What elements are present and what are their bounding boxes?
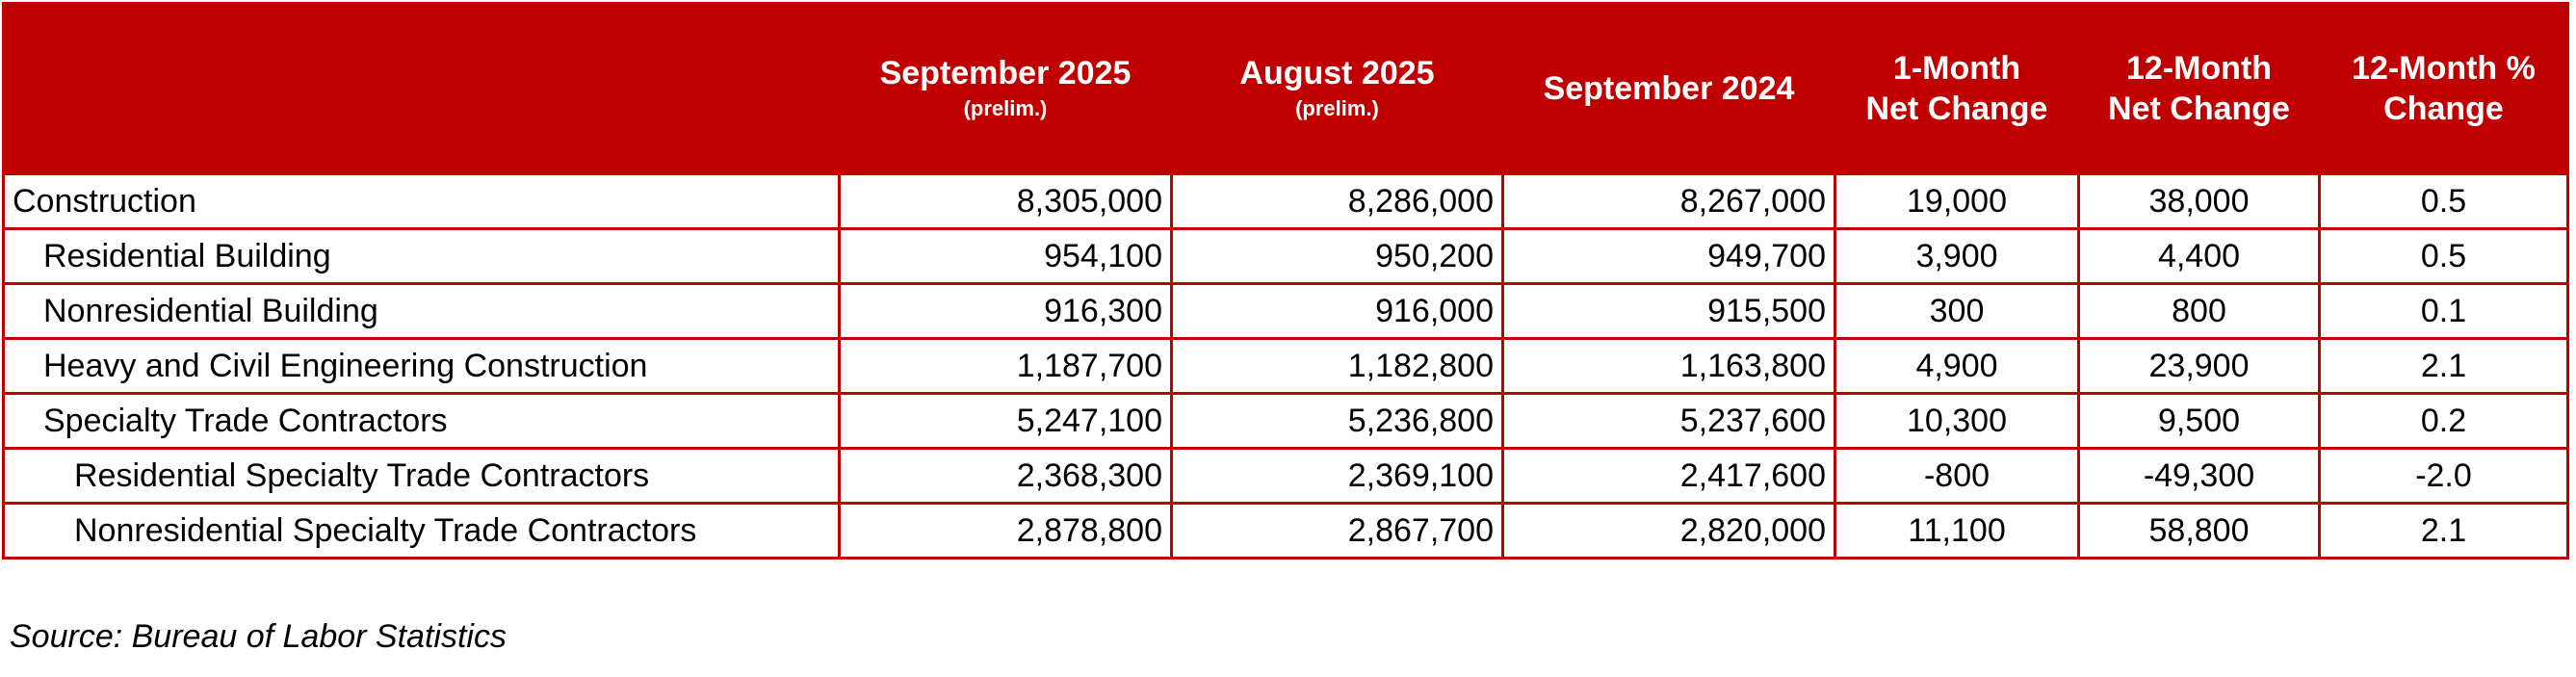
header-cell: 1-Month Net Change xyxy=(1834,2,2080,175)
cell: 0.1 xyxy=(2318,282,2569,340)
cell: 2.1 xyxy=(2318,337,2569,395)
cell: 800 xyxy=(2077,282,2321,340)
cell: 8,267,000 xyxy=(1501,172,1836,230)
row-label: Residential Building xyxy=(2,227,841,285)
table-row: Nonresidential Building 916,300 916,000 915… xyxy=(2,282,2569,340)
cell: 9,500 xyxy=(2077,392,2321,450)
cell: 19,000 xyxy=(1834,172,2080,230)
cell: -2.0 xyxy=(2318,447,2569,505)
cell: 2,417,600 xyxy=(1501,447,1836,505)
header-cell xyxy=(2,2,841,175)
cell: 915,500 xyxy=(1501,282,1836,340)
cell: 4,400 xyxy=(2077,227,2321,285)
row-label: Nonresidential Building xyxy=(2,282,841,340)
cell: 1,163,800 xyxy=(1501,337,1836,395)
header-line: Net Change xyxy=(2108,91,2290,127)
header-note: (prelim.) xyxy=(963,95,1048,120)
header-line: Net Change xyxy=(1865,91,2048,127)
header-line: 12-Month % xyxy=(2352,49,2536,87)
table-row: Construction 8,305,000 8,286,000 8,267,000 1… xyxy=(2,172,2569,230)
cell: 1,182,800 xyxy=(1170,337,1504,395)
source-note: Source: Bureau of Labor Statistics xyxy=(10,618,507,655)
cell: 954,100 xyxy=(838,227,1173,285)
header-line: September 2025 xyxy=(879,55,1132,92)
cell: 4,900 xyxy=(1834,337,2080,395)
cell: 916,300 xyxy=(838,282,1173,340)
cell: -800 xyxy=(1834,447,2080,505)
cell: 0.5 xyxy=(2318,227,2569,285)
table-row: Heavy and Civil Engineering Construction… xyxy=(2,337,2569,395)
cell: 5,237,600 xyxy=(1501,392,1836,450)
cell: 0.5 xyxy=(2318,172,2569,230)
row-label: Specialty Trade Contractors xyxy=(2,392,841,450)
header-note: (prelim.) xyxy=(1295,95,1379,120)
cell: 0.2 xyxy=(2318,392,2569,450)
cell: 23,900 xyxy=(2077,337,2321,395)
cell: -49,300 xyxy=(2077,447,2321,505)
cell: 2.1 xyxy=(2318,502,2569,560)
cell: 2,368,300 xyxy=(838,447,1173,505)
cell: 916,000 xyxy=(1170,282,1504,340)
header-line: September 2024 xyxy=(1543,69,1795,107)
header-line: Change xyxy=(2383,91,2504,127)
header-line: 1-Month xyxy=(1892,49,2021,87)
cell: 11,100 xyxy=(1834,502,2080,560)
header-cell: 12-Month Net Change xyxy=(2077,2,2321,175)
cell: 38,000 xyxy=(2077,172,2321,230)
table-row: Specialty Trade Contractors 5,247,100 5,23… xyxy=(2,392,2569,450)
cell: 2,867,700 xyxy=(1170,502,1504,560)
row-label: Construction xyxy=(2,172,841,230)
cell: 300 xyxy=(1834,282,2080,340)
row-label: Residential Specialty Trade Contractors xyxy=(2,447,841,505)
cell: 2,820,000 xyxy=(1501,502,1836,560)
header-cell: September 2025 (prelim.) xyxy=(838,2,1173,175)
cell: 3,900 xyxy=(1834,227,2080,285)
cell: 949,700 xyxy=(1501,227,1836,285)
row-label: Heavy and Civil Engineering Construction xyxy=(2,337,841,395)
table-body: Construction 8,305,000 8,286,000 8,267,000 1… xyxy=(2,172,2569,560)
cell: 2,878,800 xyxy=(838,502,1173,560)
header-line: August 2025 xyxy=(1239,55,1435,92)
cell: 2,369,100 xyxy=(1170,447,1504,505)
cell: 8,305,000 xyxy=(838,172,1173,230)
row-label: Nonresidential Specialty Trade Contracto… xyxy=(2,502,841,560)
table-row: Residential Building 954,100 950,200 949,70… xyxy=(2,227,2569,285)
header-cell: August 2025 (prelim.) xyxy=(1170,2,1504,175)
cell: 5,236,800 xyxy=(1170,392,1504,450)
cell: 8,286,000 xyxy=(1170,172,1504,230)
header-cell: September 2024 xyxy=(1501,2,1836,175)
data-table: September 2025 (prelim.) August 2025 (preli… xyxy=(2,2,2569,560)
header-row: September 2025 (prelim.) August 2025 (preli… xyxy=(2,2,2569,175)
cell: 10,300 xyxy=(1834,392,2080,450)
table-row: Nonresidential Specialty Trade Contracto… xyxy=(2,502,2569,560)
header-cell: 12-Month % Change xyxy=(2318,2,2569,175)
header-line: 12-Month xyxy=(2125,49,2273,87)
cell: 1,187,700 xyxy=(838,337,1173,395)
cell: 950,200 xyxy=(1170,227,1504,285)
cell: 58,800 xyxy=(2077,502,2321,560)
cell: 5,247,100 xyxy=(838,392,1173,450)
table-row: Residential Specialty Trade Contractors 2… xyxy=(2,447,2569,505)
